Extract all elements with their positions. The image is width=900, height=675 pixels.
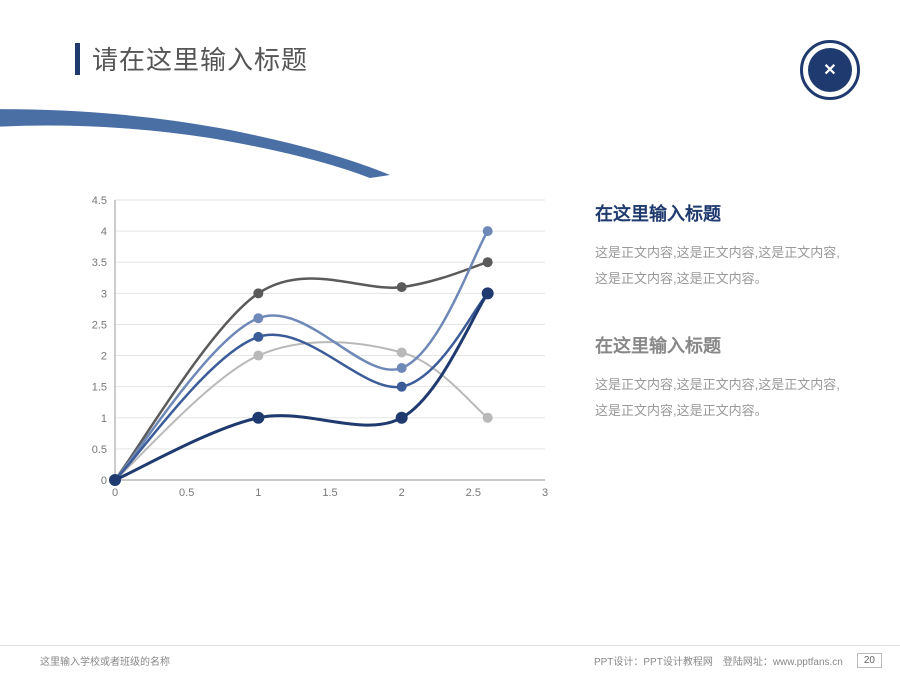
svg-text:3: 3 bbox=[542, 487, 548, 499]
svg-text:2: 2 bbox=[399, 487, 405, 499]
svg-text:4: 4 bbox=[101, 226, 107, 238]
svg-text:3: 3 bbox=[101, 288, 107, 300]
svg-text:0.5: 0.5 bbox=[92, 444, 107, 456]
slide-footer: 这里输入学校或者班级的名称 PPT设计：PPT设计教程网 登陆网址：www.pp… bbox=[0, 645, 900, 675]
page-title: 请在这里输入标题 bbox=[92, 40, 308, 77]
footer-right: PPT设计：PPT设计教程网 登陆网址：www.pptfans.cn 20 bbox=[594, 653, 882, 668]
svg-text:2.5: 2.5 bbox=[92, 319, 107, 331]
svg-text:0: 0 bbox=[101, 475, 107, 487]
chart-canvas: 0 0.5 1 1.5 2 2.5 3 3.5 4 4.5 0 0.5 1 1.5 2 2.5 3 bbox=[75, 190, 555, 510]
content-area: 0 0.5 1 1.5 2 2.5 3 3.5 4 4.5 0 0.5 1 1.5 2 2.5 3 在这里输入标… bbox=[75, 190, 850, 510]
page-number: 20 bbox=[857, 653, 882, 668]
title-block: 请在这里输入标题 bbox=[75, 40, 308, 77]
text-block-1: 在这里输入标题 这是正文内容,这是正文内容,这是正文内容,这是正文内容,这是正文… bbox=[595, 200, 850, 292]
shield-icon: ✕ bbox=[808, 48, 852, 92]
svg-text:4.5: 4.5 bbox=[92, 195, 107, 207]
line-chart: 0 0.5 1 1.5 2 2.5 3 3.5 4 4.5 0 0.5 1 1.5 2 2.5 3 bbox=[75, 190, 555, 510]
slide-header: 请在这里输入标题 ✕ bbox=[75, 40, 860, 100]
footer-credits: PPT设计：PPT设计教程网 登陆网址：www.pptfans.cn bbox=[594, 653, 843, 668]
section-body: 这是正文内容,这是正文内容,这是正文内容,这是正文内容,这是正文内容。 bbox=[595, 372, 850, 424]
section-title: 在这里输入标题 bbox=[595, 332, 850, 358]
svg-text:1.5: 1.5 bbox=[92, 382, 107, 394]
svg-text:1.5: 1.5 bbox=[322, 487, 337, 499]
svg-text:1: 1 bbox=[255, 487, 261, 499]
text-column: 在这里输入标题 这是正文内容,这是正文内容,这是正文内容,这是正文内容,这是正文… bbox=[595, 190, 850, 510]
institution-logo: ✕ bbox=[800, 40, 860, 100]
svg-text:2: 2 bbox=[101, 351, 107, 363]
svg-text:0: 0 bbox=[112, 487, 118, 499]
svg-text:0.5: 0.5 bbox=[179, 487, 194, 499]
section-body: 这是正文内容,这是正文内容,这是正文内容,这是正文内容,这是正文内容。 bbox=[595, 240, 850, 292]
svg-text:2.5: 2.5 bbox=[466, 487, 481, 499]
svg-text:1: 1 bbox=[101, 413, 107, 425]
svg-text:3.5: 3.5 bbox=[92, 257, 107, 269]
text-block-2: 在这里输入标题 这是正文内容,这是正文内容,这是正文内容,这是正文内容,这是正文… bbox=[595, 332, 850, 424]
footer-left-text: 这里输入学校或者班级的名称 bbox=[40, 653, 170, 668]
decorative-swoosh bbox=[0, 100, 450, 180]
section-title: 在这里输入标题 bbox=[595, 200, 850, 226]
title-accent-bar bbox=[75, 43, 80, 75]
